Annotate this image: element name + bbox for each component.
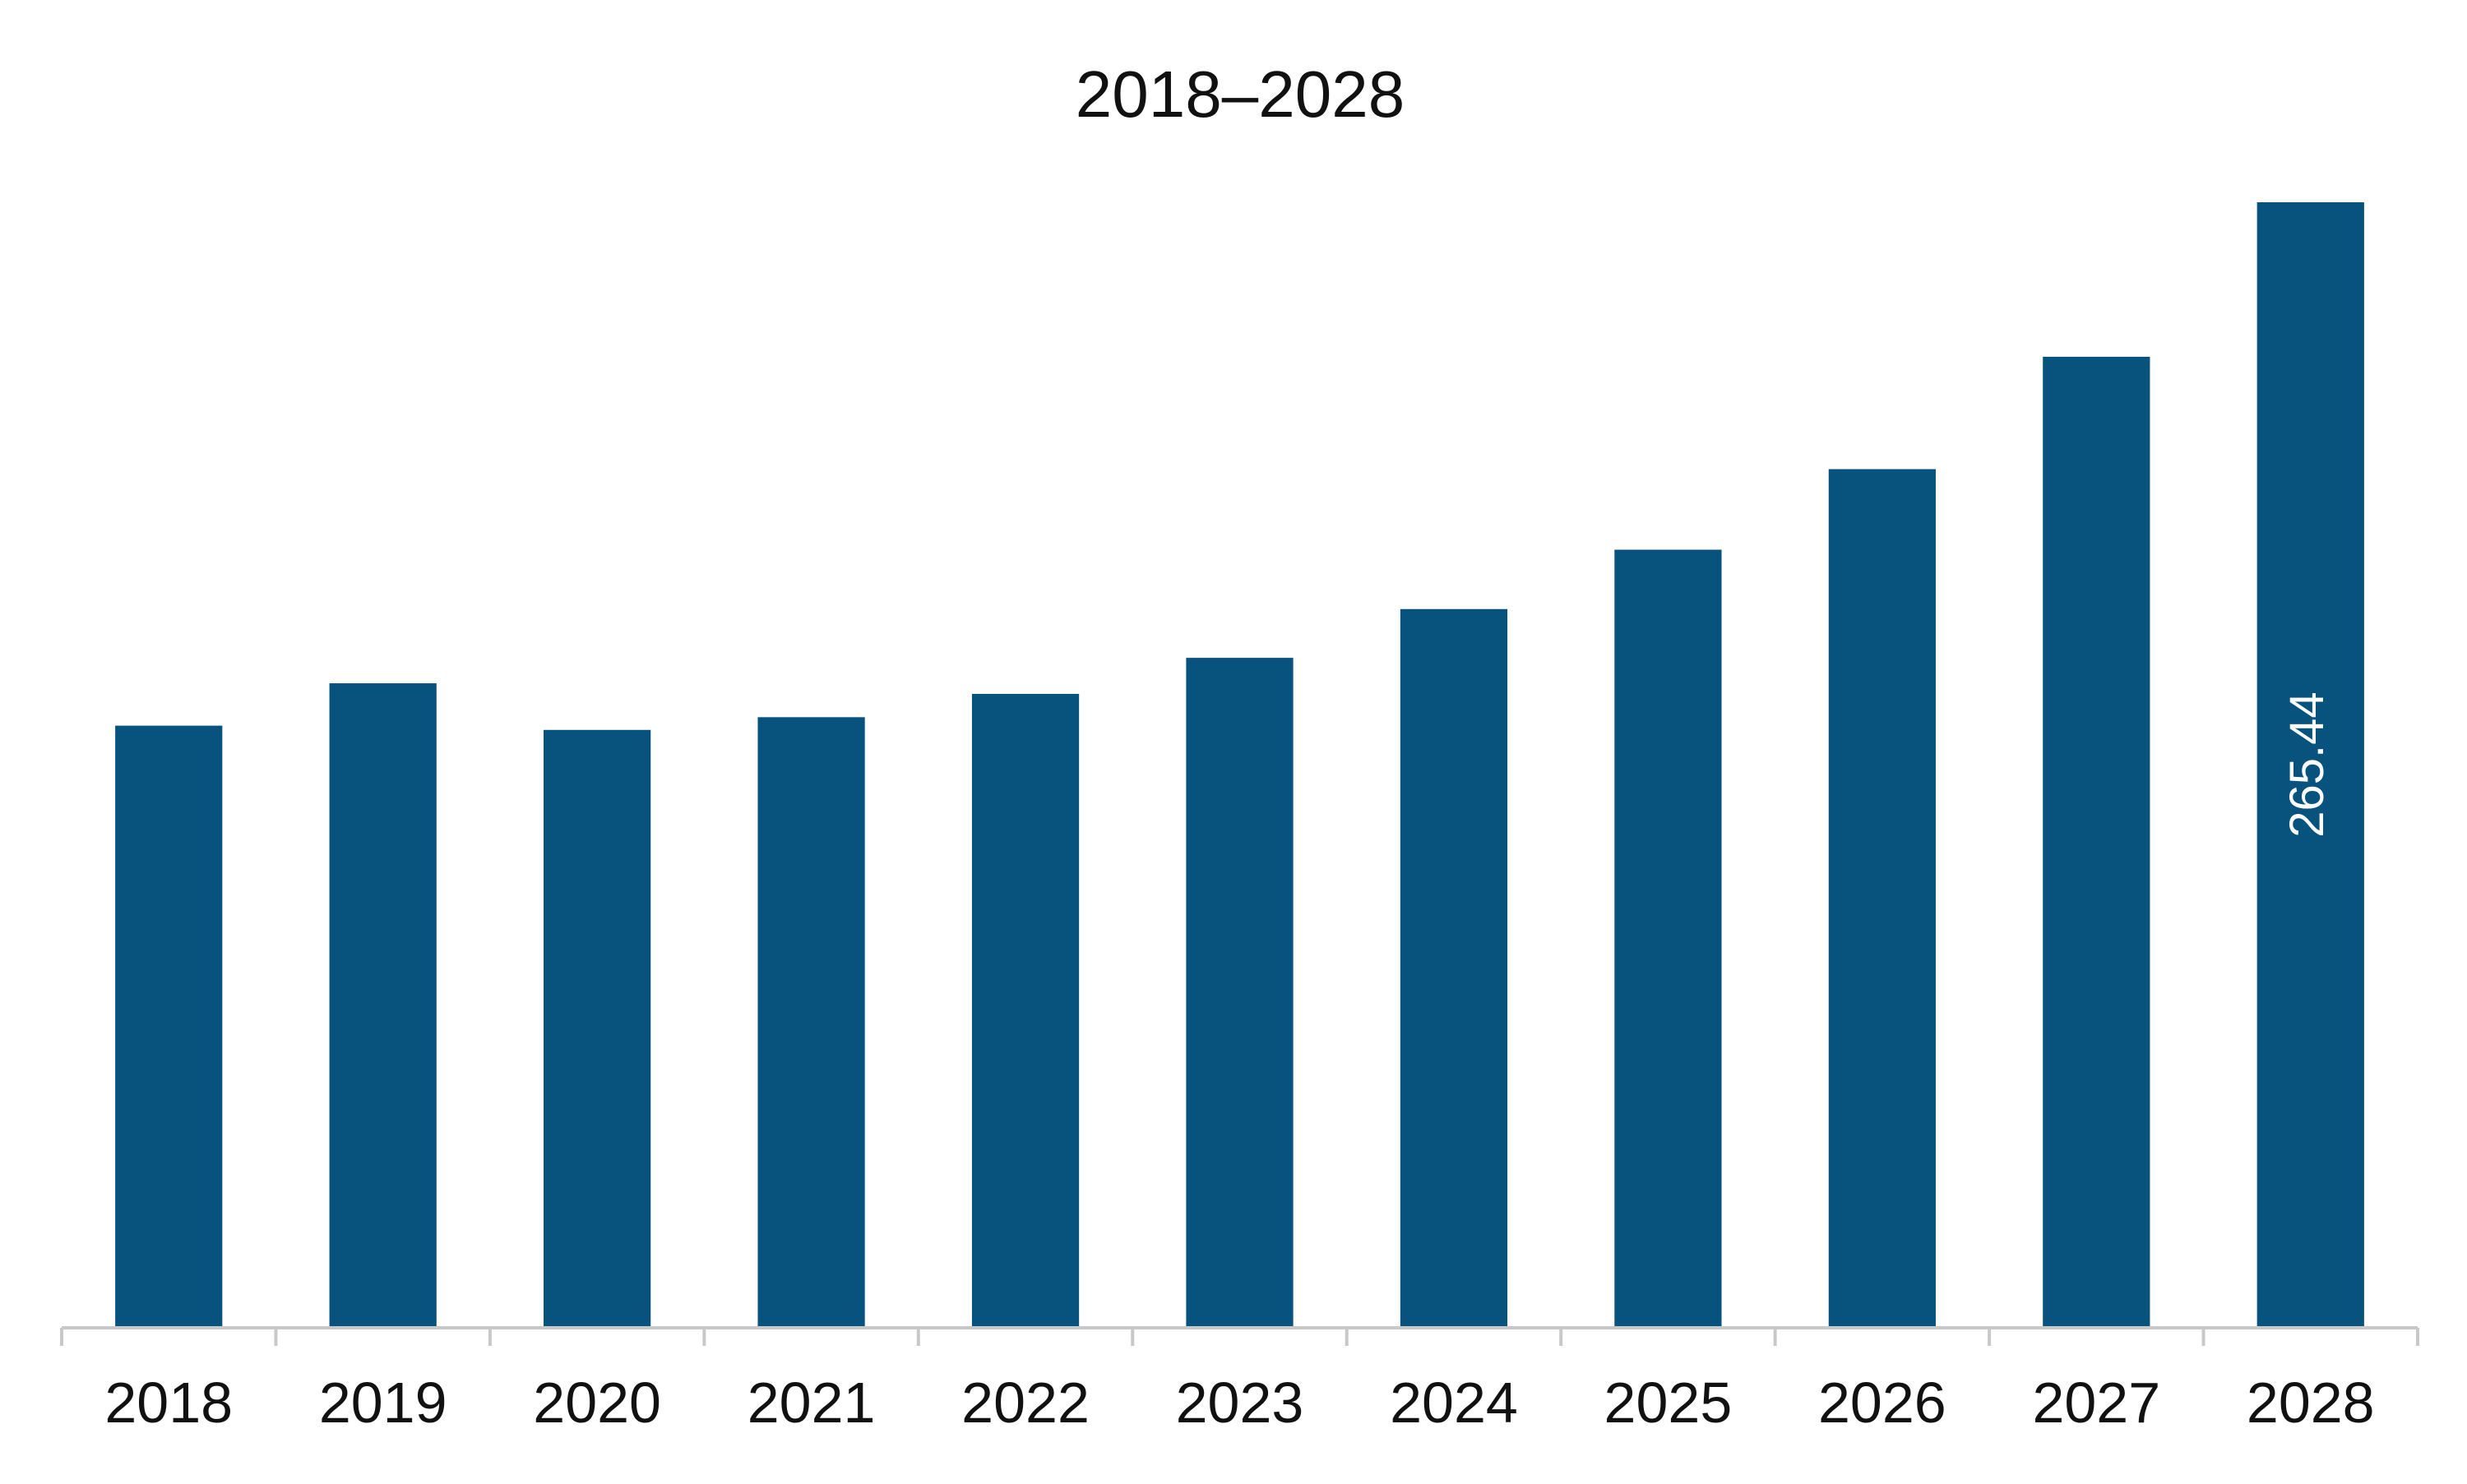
data-label-2028: 265.44 [2280,691,2334,837]
bar-2021 [757,717,865,1328]
data-labels: 265.44 [2280,691,2334,837]
bar-2026 [1828,469,1936,1328]
x-tick-labels: 2018 2019 2020 2021 2022 2023 2024 2025 2026 2027… [104,1371,2374,1435]
x-tick-label-2022: 2022 [961,1371,1090,1435]
bars-layer [115,202,2364,1328]
bar-2027 [2043,356,2150,1328]
chart-title: 2018–2028 [1076,58,1405,131]
x-tick-label-2025: 2025 [1604,1371,1733,1435]
x-tick-label-2023: 2023 [1176,1371,1304,1435]
x-tick-label-2024: 2024 [1390,1371,1518,1435]
x-tick-label-2021: 2021 [748,1371,876,1435]
bar-2024 [1400,608,1508,1328]
bar-2028 [2256,202,2364,1328]
x-tick-label-2026: 2026 [1818,1371,1946,1435]
x-tick-label-2018: 2018 [104,1371,233,1435]
x-tick-label-2028: 2028 [2247,1371,2375,1435]
bar-2019 [329,683,437,1328]
bar-2020 [544,729,651,1328]
bar-2018 [115,725,223,1328]
x-tick-label-2020: 2020 [533,1371,661,1435]
x-tick-label-2027: 2027 [2032,1371,2160,1435]
x-axis [60,1326,2419,1346]
bar-2025 [1614,549,1722,1328]
bar-2022 [971,693,1080,1328]
x-tick-label-2019: 2019 [319,1371,447,1435]
bar-2023 [1186,658,1294,1328]
